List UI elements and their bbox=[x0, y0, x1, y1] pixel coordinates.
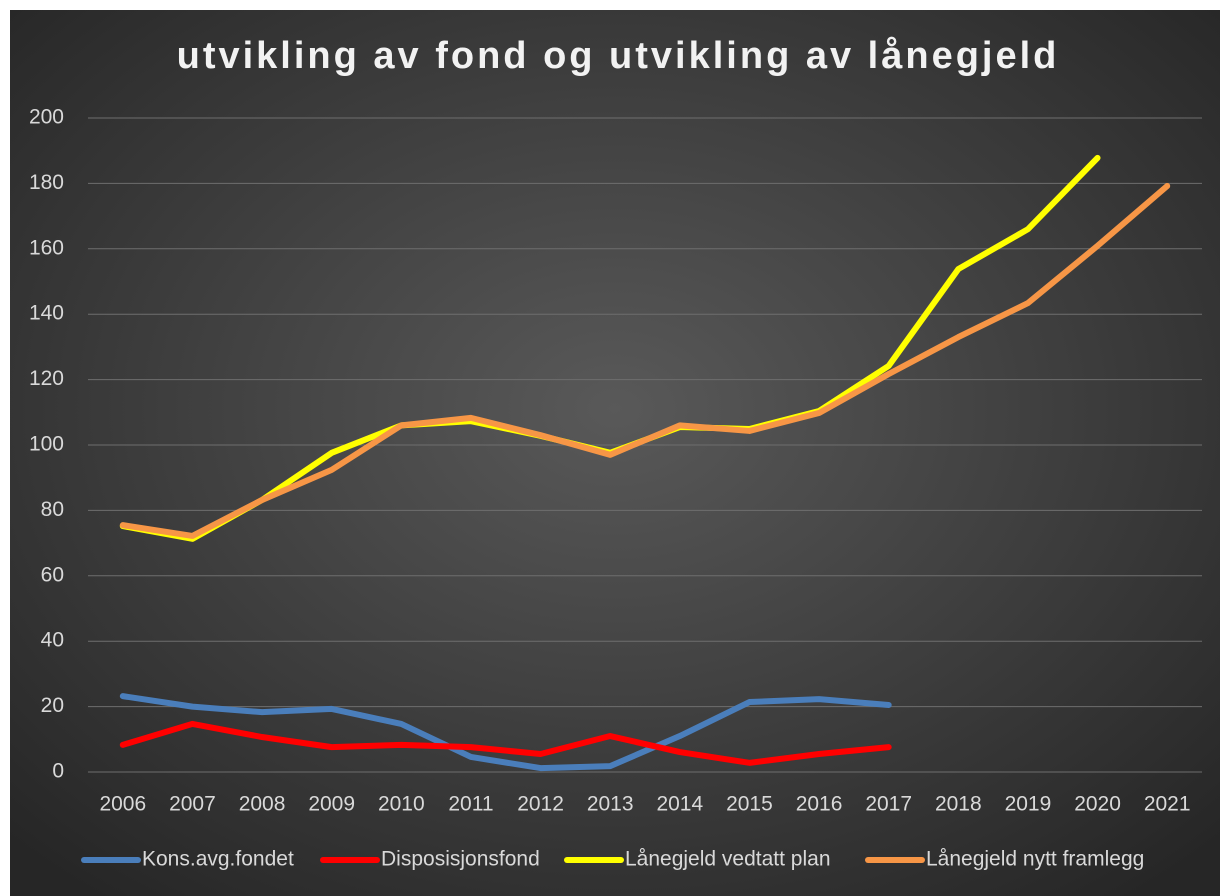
y-tick-label: 0 bbox=[52, 760, 64, 783]
x-tick-label: 2012 bbox=[517, 793, 564, 816]
legend-label: Kons.avg.fondet bbox=[142, 848, 294, 871]
x-tick-label: 2007 bbox=[169, 793, 216, 816]
x-tick-label: 2020 bbox=[1074, 793, 1121, 816]
x-tick-label: 2009 bbox=[308, 793, 355, 816]
x-tick-label: 2015 bbox=[726, 793, 773, 816]
series-line bbox=[119, 693, 892, 772]
y-tick-label: 140 bbox=[29, 302, 64, 325]
y-tick-label: 20 bbox=[41, 694, 64, 717]
x-tick-label: 2018 bbox=[935, 793, 982, 816]
x-tick-label: 2010 bbox=[378, 793, 425, 816]
y-tick-label: 200 bbox=[29, 106, 64, 129]
legend-label: Lånegjeld vedtatt plan bbox=[625, 848, 831, 871]
chart-title: utvikling av fond og utvikling av lånegj… bbox=[177, 35, 1060, 77]
y-tick-label: 40 bbox=[41, 629, 64, 652]
legend-label: Lånegjeld nytt framlegg bbox=[926, 848, 1144, 871]
series-line bbox=[119, 720, 892, 766]
series-line bbox=[119, 183, 1171, 539]
y-tick-label: 100 bbox=[29, 433, 64, 456]
x-tick-label: 2011 bbox=[448, 793, 493, 816]
y-tick-label: 120 bbox=[29, 367, 64, 390]
x-tick-label: 2008 bbox=[239, 793, 286, 816]
x-tick-label: 2006 bbox=[99, 793, 146, 816]
x-tick-label: 2016 bbox=[796, 793, 843, 816]
y-tick-label: 60 bbox=[41, 563, 64, 586]
x-tick-label: 2019 bbox=[1005, 793, 1052, 816]
x-tick-label: 2017 bbox=[865, 793, 912, 816]
x-tick-label: 2013 bbox=[587, 793, 634, 816]
x-tick-label: 2014 bbox=[656, 793, 703, 816]
y-tick-label: 80 bbox=[41, 498, 64, 521]
y-tick-label: 180 bbox=[29, 171, 64, 194]
x-tick-label: 2021 bbox=[1144, 793, 1191, 816]
legend-label: Disposisjonsfond bbox=[381, 848, 540, 871]
y-tick-label: 160 bbox=[29, 236, 64, 259]
